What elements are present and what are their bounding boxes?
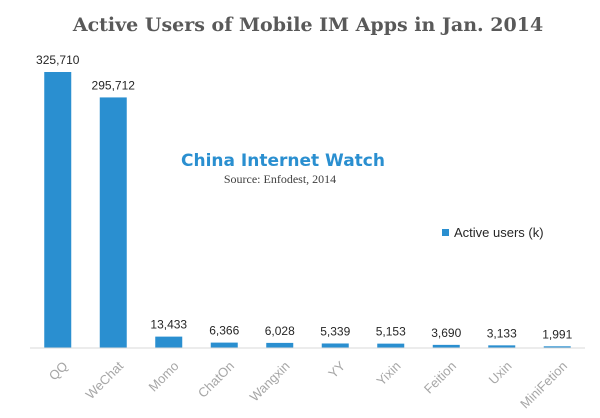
source-note: Source: Enfodest, 2014 (224, 172, 336, 186)
bar-feition (432, 344, 460, 348)
x-tick-label-uxin: Uxin (486, 358, 515, 387)
legend-swatch (442, 229, 449, 236)
legend-label: Active users (k) (454, 225, 544, 240)
x-tick-label-wechat: WeChat (83, 358, 127, 402)
bars-group (44, 72, 571, 348)
bar-wechat (99, 97, 127, 348)
data-label-yixin: 5,153 (376, 325, 406, 339)
bar-chaton (210, 342, 238, 348)
data-label-qq: 325,710 (36, 53, 80, 67)
chart-title: Active Users of Mobile IM Apps in Jan. 2… (72, 14, 543, 36)
x-tick-label-yixin: Yixin (373, 358, 403, 388)
bar-uxin (488, 345, 516, 348)
bar-qq (44, 72, 72, 348)
x-tick-label-qq: QQ (46, 358, 71, 383)
x-tick-label-chaton: ChatOn (195, 358, 237, 400)
bar-momo (155, 336, 183, 348)
data-label-minifetion: 1,991 (542, 327, 572, 341)
bar-yixin (377, 343, 405, 348)
bar-wangxin (266, 342, 294, 348)
x-tick-label-minifetion: MiniFetion (517, 358, 570, 411)
bar-minifetion (543, 346, 571, 348)
data-label-uxin: 3,133 (487, 326, 517, 340)
data-labels-group: 325,710 295,712 13,433 6,366 6,028 5,339 5,153… (36, 53, 573, 341)
legend: Active users (k) (442, 225, 544, 240)
data-label-wangxin: 6,028 (265, 324, 295, 338)
data-label-feition: 3,690 (431, 326, 461, 340)
data-label-chaton: 6,366 (209, 324, 239, 338)
data-label-yy: 5,339 (320, 324, 350, 338)
bar-yy (321, 343, 349, 348)
x-tick-label-yy: YY (325, 358, 348, 381)
x-tick-label-feition: Feition (421, 358, 459, 396)
x-tick-label-wangxin: Wangxin (247, 358, 293, 404)
watermark-text: China Internet Watch (181, 151, 385, 171)
x-tick-labels-group: QQ WeChat Momo ChatOn Wangxin YY Yixin Feition U… (46, 358, 570, 411)
data-label-momo: 13,433 (150, 318, 187, 332)
x-tick-label-momo: Momo (146, 358, 182, 394)
data-label-wechat: 295,712 (92, 78, 136, 92)
